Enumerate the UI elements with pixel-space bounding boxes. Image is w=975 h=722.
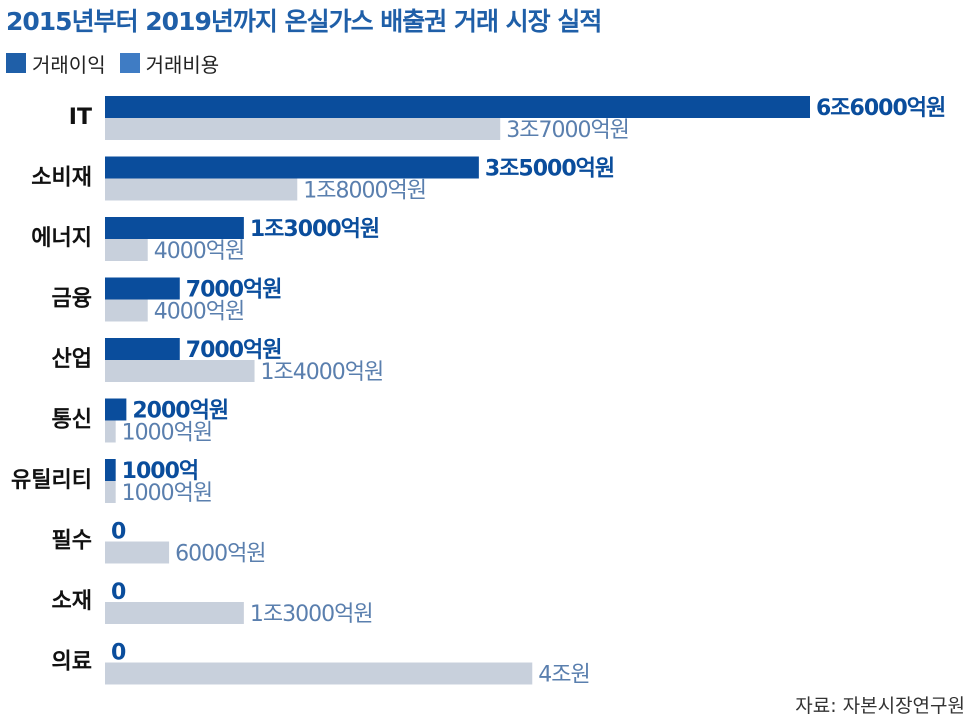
category-label: 소비재 <box>31 166 92 191</box>
bar-cost <box>105 602 244 624</box>
legend-item-cost: 거래비용 <box>119 49 220 78</box>
legend-swatch-profit <box>6 53 26 73</box>
category-label: 에너지 <box>31 226 92 251</box>
category-label: 필수 <box>52 529 92 554</box>
data-label-cost: 1조3000억원 <box>250 602 373 627</box>
category-label: 산업 <box>52 347 92 372</box>
bar-cost <box>105 360 255 382</box>
bar-profit <box>105 277 180 300</box>
data-label-cost: 1조8000억원 <box>303 179 426 204</box>
category-label: 통신 <box>52 408 92 433</box>
bar-cost <box>105 178 298 201</box>
bar-profit <box>105 96 810 118</box>
bar-cost <box>105 299 148 322</box>
bar-profit <box>105 459 116 481</box>
bar-profit <box>105 217 244 239</box>
data-label-profit: 7000억원 <box>186 278 282 303</box>
legend-label-cost: 거래비용 <box>145 52 220 77</box>
legend: 거래이익 거래비용 <box>6 49 233 78</box>
legend-item-profit: 거래이익 <box>6 49 106 78</box>
bar-cost <box>105 118 501 140</box>
data-label-cost: 4000억원 <box>154 300 244 325</box>
chart-title: 2015년부터 2019년까지 온실가스 배출권 거래 시장 실적 <box>6 7 602 36</box>
bar-profit <box>105 398 127 421</box>
legend-swatch-cost <box>119 53 140 73</box>
source-note: 자료: 자본시장연구원 <box>795 695 965 717</box>
data-label-cost: 4조원 <box>538 663 589 688</box>
category-label: 금융 <box>52 287 92 312</box>
category-label: 유틸리티 <box>11 468 92 493</box>
bar-cost <box>105 541 170 564</box>
data-label-profit: 6조6000억원 <box>816 96 945 121</box>
bar-cost <box>105 662 533 685</box>
data-label-profit: 2000억원 <box>132 399 228 424</box>
data-label-profit: 1조3000억원 <box>250 217 379 242</box>
data-label-cost: 6000억원 <box>175 542 265 567</box>
data-label-profit: 1000억 <box>122 459 198 484</box>
data-label-profit: 0 <box>111 641 126 666</box>
category-label: 소재 <box>52 589 92 614</box>
data-label-cost: 1000억원 <box>122 421 212 446</box>
category-label: 의료 <box>52 650 92 675</box>
bar-cost <box>105 239 148 261</box>
data-label-profit: 7000억원 <box>186 338 282 363</box>
data-label-cost: 4000억원 <box>154 239 244 264</box>
bar-profit <box>105 156 479 179</box>
data-label-profit: 0 <box>111 520 126 545</box>
bar-cost <box>105 420 116 443</box>
bar-profit <box>105 338 180 360</box>
legend-label-profit: 거래이익 <box>32 52 106 77</box>
bar-cost <box>105 481 116 503</box>
data-label-cost: 1조4000억원 <box>261 360 384 385</box>
data-label-cost: 3조7000억원 <box>506 118 629 143</box>
category-label: IT <box>69 105 92 130</box>
data-label-cost: 1000억원 <box>122 481 212 506</box>
data-label-profit: 3조5000억원 <box>485 157 614 182</box>
data-label-profit: 0 <box>111 580 126 605</box>
